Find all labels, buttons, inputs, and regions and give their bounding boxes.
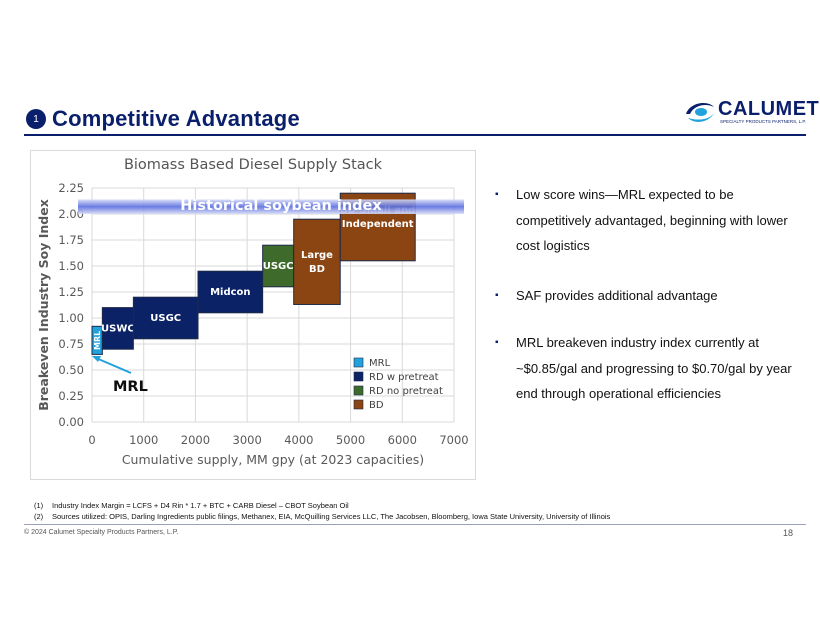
block-label: USGC	[150, 313, 181, 324]
callout-arrow	[95, 357, 132, 374]
y-tick-label: 0.25	[58, 389, 84, 403]
y-tick-label: 1.50	[58, 259, 84, 273]
x-tick-label: 3000	[233, 433, 262, 447]
y-tick-label: 1.75	[58, 233, 84, 247]
x-tick-label: 0	[88, 433, 95, 447]
supply-block-bd	[293, 218, 341, 305]
historical-index-label: Historical soybean index	[180, 198, 382, 214]
y-tick-label: 0.75	[58, 337, 84, 351]
copyright: © 2024 Calumet Specialty Products Partne…	[24, 529, 179, 536]
block-label: BD	[309, 264, 325, 275]
bullet-item: SAF provides additional advantage	[495, 283, 795, 309]
chart-border	[30, 150, 476, 480]
legend-swatch	[353, 399, 364, 410]
y-tick-label: 2.25	[58, 181, 84, 195]
supply-stack-chart: 0.00 0.25 0.50 0.75 1.00 1.25 1.50 1.75 2.00 2.25…	[30, 150, 476, 480]
footnote: (2) Sources utilized: OPIS, Darling Ingre…	[34, 512, 611, 521]
logo-name: CALUMET	[718, 98, 820, 120]
block-label: Independent	[342, 219, 414, 230]
company-logo: CALUMET SPECIALTY PRODUCTS PARTNERS, L.P…	[682, 98, 819, 128]
block-label: Large	[301, 250, 333, 261]
chart-area: 0.00 0.25 0.50 0.75 1.00 1.25 1.50 1.75 2.00 2.25…	[30, 150, 476, 480]
x-tick-label: 6000	[388, 433, 417, 447]
bullet-item: MRL breakeven industry index currently a…	[495, 330, 795, 407]
y-tick-label: 2.00	[58, 207, 84, 221]
bullet-item: Low score wins—MRL expected to be compet…	[495, 182, 795, 259]
legend-label: RD no pretreat	[369, 386, 443, 397]
supply-block-rd-w-pretreat	[132, 296, 199, 340]
chart-title: Biomass Based Diesel Supply Stack	[123, 157, 383, 173]
legend-label: RD w pretreat	[369, 372, 439, 383]
y-tick-label: 0.00	[58, 415, 84, 429]
x-tick-label: 5000	[336, 433, 365, 447]
legend-swatch	[353, 371, 364, 382]
x-tick-label: 4000	[284, 433, 313, 447]
title-divider	[24, 134, 806, 136]
block-label: Midcon	[210, 287, 250, 298]
callout-label: MRL	[113, 379, 148, 395]
legend-swatch	[353, 357, 364, 368]
footer-divider	[24, 524, 806, 525]
block-label: USGC	[263, 261, 294, 272]
supply-block-rd-no-pretreat	[262, 244, 295, 288]
block-label: USWC	[101, 323, 135, 334]
section-badge: 1	[26, 109, 46, 129]
supply-block-rd-w-pretreat	[197, 270, 264, 314]
legend-label: BD	[369, 400, 384, 411]
legend-label: MRL	[369, 358, 391, 369]
x-axis-title: Cumulative supply, MM gpy (at 2023 capac…	[122, 452, 424, 467]
logo-swoosh-icon	[686, 102, 715, 122]
page-number: 18	[783, 528, 794, 538]
logo-subtitle: SPECIALTY PRODUCTS PARTNERS, L.P.	[720, 119, 807, 124]
supply-block-rd-w-pretreat	[101, 307, 134, 350]
x-tick-label: 1000	[129, 433, 158, 447]
x-tick-label: 7000	[439, 433, 468, 447]
callout-arrowhead	[92, 356, 101, 362]
page-title: Competitive Advantage	[52, 106, 300, 131]
bullet-list: Low score wins—MRL expected to be compet…	[495, 182, 795, 407]
footnotes: (1) Industry Index Margin = LCFS + D4 Rin…	[34, 500, 610, 522]
x-tick-label: 2000	[181, 433, 210, 447]
y-tick-label: 1.00	[58, 311, 84, 325]
footnote: (1) Industry Index Margin = LCFS + D4 Rin…	[34, 501, 349, 510]
y-tick-label: 1.25	[58, 285, 84, 299]
y-tick-label: 0.50	[58, 363, 84, 377]
slide-header: 1 Competitive Advantage	[26, 104, 300, 134]
legend-swatch	[353, 385, 364, 396]
block-label: MRL	[93, 331, 102, 350]
historical-index-band	[78, 199, 464, 214]
y-axis-title: Breakeven Industry Soy Index	[36, 199, 51, 411]
